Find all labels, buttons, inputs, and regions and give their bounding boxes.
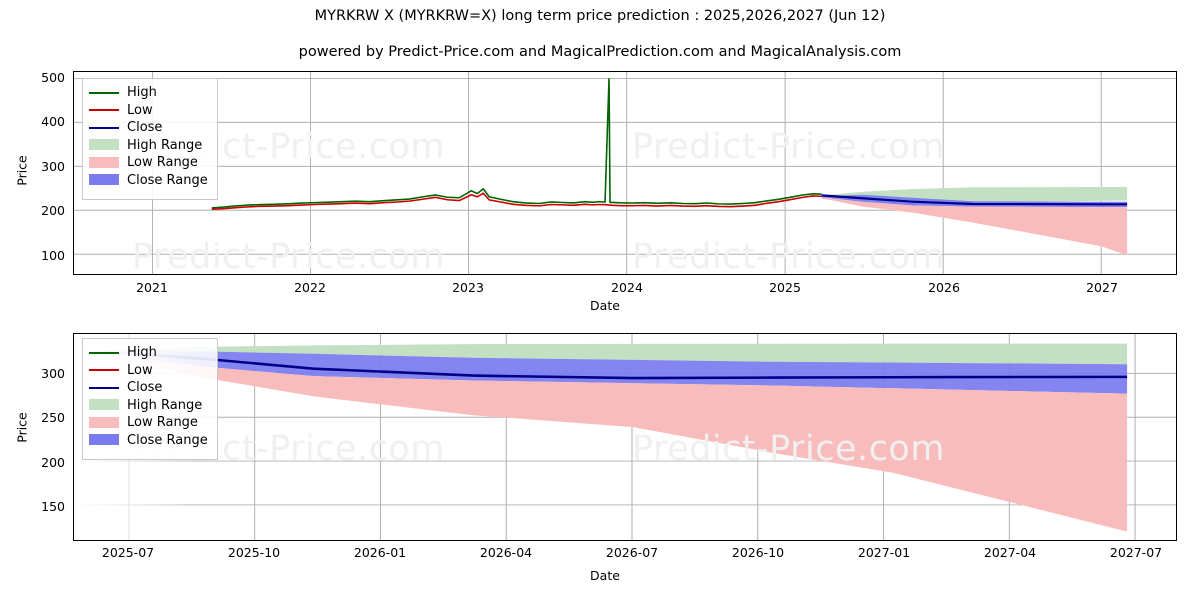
bottom-low-range-band bbox=[103, 353, 1128, 532]
legend-item-low-range[interactable]: Low Range bbox=[89, 414, 210, 432]
legend-label-close-range: Close Range bbox=[127, 172, 208, 188]
bottom-close-line bbox=[103, 350, 1128, 380]
top-plot-area: Predict-Price.com Predict-Price.com Pred… bbox=[73, 71, 1177, 275]
close-line-swatch-icon bbox=[89, 382, 119, 394]
legend-item-high[interactable]: High bbox=[89, 84, 210, 102]
low-range-swatch-icon bbox=[89, 416, 119, 429]
legend-item-close-range[interactable]: Close Range bbox=[89, 432, 210, 450]
bottom-close-range-band bbox=[103, 350, 1128, 394]
bottom-xtick-2026-07: 2026-07 bbox=[605, 545, 659, 560]
high-line-swatch-icon bbox=[89, 87, 119, 99]
legend-item-close-range[interactable]: Close Range bbox=[89, 172, 210, 190]
legend-item-high-range[interactable]: High Range bbox=[89, 137, 210, 155]
low-line-swatch-icon bbox=[89, 364, 119, 376]
legend-label-close: Close bbox=[127, 380, 163, 396]
top-xtick-2021: 2021 bbox=[136, 280, 168, 295]
bottom-ytick-250: 250 bbox=[41, 410, 65, 425]
bottom-ytick-200: 200 bbox=[41, 455, 65, 470]
high-range-swatch-icon bbox=[89, 399, 119, 411]
legend-label-high: High bbox=[127, 345, 157, 361]
top-gridlines bbox=[74, 72, 1176, 274]
top-xtick-2027: 2027 bbox=[1086, 280, 1118, 295]
page-title: MYRKRW X (MYRKRW=X) long term price pred… bbox=[314, 8, 886, 24]
legend-label-low: Low bbox=[127, 102, 153, 118]
high-line-swatch-icon bbox=[89, 347, 119, 359]
bottom-legend: High Low Close High Range Low Range Clos… bbox=[82, 338, 218, 460]
top-ytick-500: 500 bbox=[41, 70, 65, 85]
legend-item-low[interactable]: Low bbox=[89, 102, 210, 120]
top-low-range-band bbox=[821, 197, 1128, 256]
bottom-high-range-band bbox=[103, 343, 1128, 365]
low-range-swatch-icon bbox=[89, 156, 119, 169]
top-history-traces bbox=[211, 78, 1128, 211]
top-xtick-2022: 2022 bbox=[294, 280, 326, 295]
legend-item-low[interactable]: Low bbox=[89, 362, 210, 380]
bottom-ytick-300: 300 bbox=[41, 366, 65, 381]
top-ytick-100: 100 bbox=[41, 248, 65, 263]
high-range-swatch-icon bbox=[89, 139, 119, 151]
legend-label-high: High bbox=[127, 85, 157, 101]
bottom-xtick-2026-04: 2026-04 bbox=[479, 545, 533, 560]
legend-label-low-range: Low Range bbox=[127, 155, 198, 171]
top-x-axis-label: Date bbox=[590, 298, 620, 313]
bottom-xtick-2025-10: 2025-10 bbox=[227, 545, 281, 560]
bottom-xtick-2027-04: 2027-04 bbox=[983, 545, 1037, 560]
top-xtick-2025: 2025 bbox=[769, 280, 801, 295]
bottom-ytick-150: 150 bbox=[41, 499, 65, 514]
top-ytick-400: 400 bbox=[41, 114, 65, 129]
page-subtitle: powered by Predict-Price.com and Magical… bbox=[298, 44, 902, 60]
legend-label-close: Close bbox=[127, 120, 163, 136]
legend-label-low: Low bbox=[127, 362, 153, 378]
legend-item-close[interactable]: Close bbox=[89, 119, 210, 137]
top-ytick-200: 200 bbox=[41, 203, 65, 218]
bottom-x-axis-label: Date bbox=[590, 568, 620, 583]
legend-item-high[interactable]: High bbox=[89, 344, 210, 362]
top-legend: High Low Close High Range Low Range Clos… bbox=[82, 78, 218, 200]
top-xtick-2024: 2024 bbox=[611, 280, 643, 295]
bottom-xtick-2027-07: 2027-07 bbox=[1109, 545, 1163, 560]
top-ytick-300: 300 bbox=[41, 159, 65, 174]
legend-label-high-range: High Range bbox=[127, 397, 203, 413]
bottom-plot-svg bbox=[74, 334, 1176, 540]
legend-label-close-range: Close Range bbox=[127, 432, 208, 448]
legend-item-low-range[interactable]: Low Range bbox=[89, 154, 210, 172]
low-line-swatch-icon bbox=[89, 104, 119, 116]
legend-label-high-range: High Range bbox=[127, 137, 203, 153]
bottom-chart-panel: Price bbox=[0, 310, 1200, 600]
close-range-swatch-icon bbox=[89, 434, 119, 446]
top-xtick-2023: 2023 bbox=[452, 280, 484, 295]
legend-label-low-range: Low Range bbox=[127, 415, 198, 431]
top-chart-panel: Price bbox=[15, 70, 1177, 313]
legend-item-high-range[interactable]: High Range bbox=[89, 397, 210, 415]
legend-item-close[interactable]: Close bbox=[89, 379, 210, 397]
bottom-xtick-2025-07: 2025-07 bbox=[101, 545, 155, 560]
bottom-plot-area: Predict-Price.com Predict-Price.com bbox=[73, 333, 1177, 541]
bottom-xtick-2026-10: 2026-10 bbox=[731, 545, 785, 560]
close-line-swatch-icon bbox=[89, 122, 119, 134]
bottom-xtick-2026-01: 2026-01 bbox=[353, 545, 407, 560]
close-range-swatch-icon bbox=[89, 174, 119, 186]
top-xtick-2026: 2026 bbox=[928, 280, 960, 295]
top-plot-svg bbox=[74, 72, 1176, 274]
bottom-xtick-2027-01: 2027-01 bbox=[857, 545, 911, 560]
